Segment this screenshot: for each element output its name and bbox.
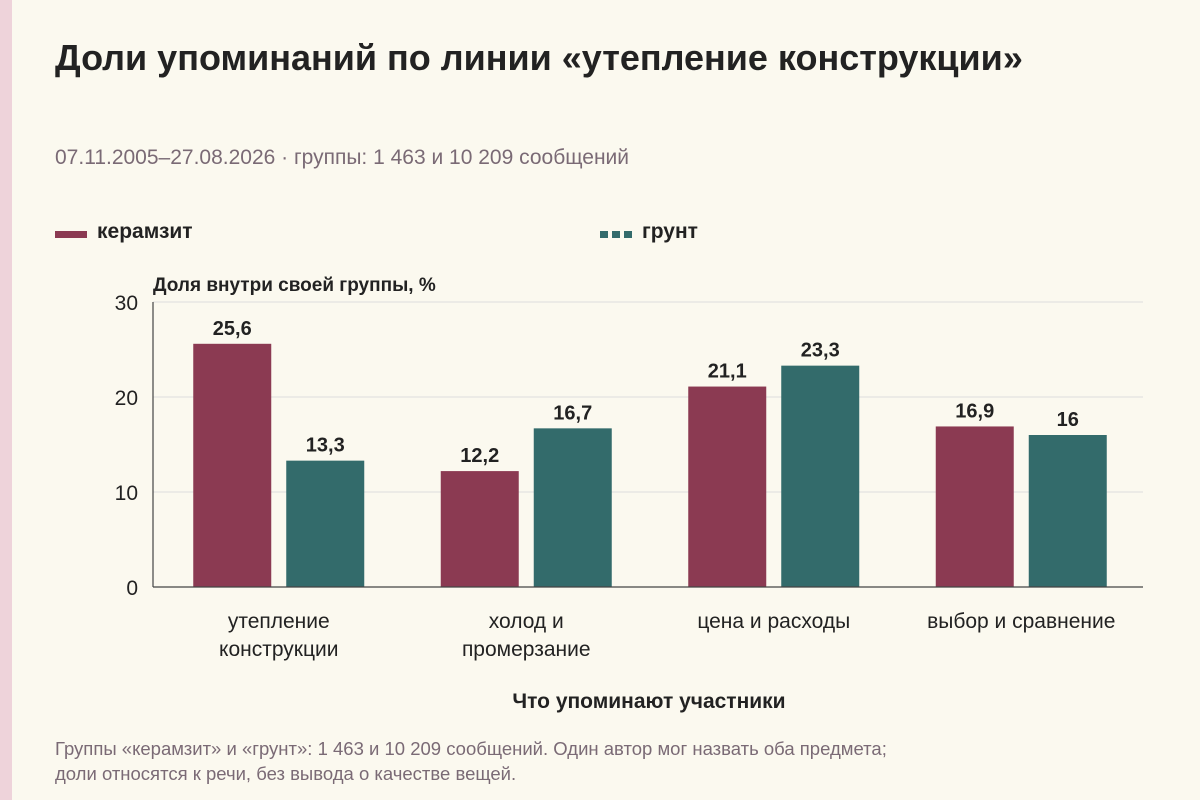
bar-keramzit [688,386,767,587]
legend-label-keramzit: керамзит [97,220,193,243]
value-label: 25,6 [213,318,252,340]
x-tick-label: утепление конструкции [219,610,338,661]
y-tick-label: 20 [115,387,138,410]
x-axis-title: Что упоминают участники [512,690,785,713]
value-label: 12,2 [460,445,499,467]
y-axis-ticks: 0 10 20 30 [115,292,138,600]
value-label: 16,7 [553,402,592,424]
y-axis-title: Доля внутри своей группы, % [153,275,436,296]
accent-stripe [0,0,12,800]
legend-swatch-keramzit [55,230,87,238]
value-label: 16 [1057,409,1079,431]
x-tick-label: выбор и сравнение [927,610,1115,633]
value-label: 23,3 [801,340,840,362]
y-tick-label: 10 [115,482,138,505]
value-label: 13,3 [306,435,345,457]
legend-label-grunt: грунт [642,220,698,243]
x-tick-label: цена и расходы [697,610,850,633]
legend-swatch-grunt [600,230,632,238]
y-tick-label: 30 [115,292,138,315]
value-label: 16,9 [955,400,994,422]
footnote-line-1: Группы «керамзит» и «грунт»: 1 463 и 10 … [55,738,887,759]
footnote-line-2: доли относятся к речи, без вывода о каче… [55,763,517,784]
chart-title: Доли упоминаний по линии «утепление конс… [55,37,1023,78]
bar-grunt [533,428,612,587]
bar-grunt [286,460,365,587]
bar-grunt [781,365,860,587]
y-tick-label: 0 [126,577,138,600]
chart-subtitle: 07.11.2005–27.08.2026 · группы: 1 463 и … [55,146,630,169]
value-labels: 25,6 13,3 12,2 16,7 21,1 23,3 16,9 16 [213,318,1079,467]
bar-keramzit [193,343,272,587]
legend-item-keramzit: керамзит [55,220,193,244]
category-labels: утепление конструкции холод и промерзание це… [219,610,1115,661]
value-label: 21,1 [708,361,747,383]
bar-keramzit [440,471,519,587]
footnote: Группы «керамзит» и «грунт»: 1 463 и 10 … [55,736,1155,786]
legend-item-grunt: грунт [600,220,698,244]
bar-grunt [1028,435,1107,587]
bars [193,343,1107,587]
x-tick-label: холод и промерзание [462,610,591,661]
bar-keramzit [935,426,1014,587]
